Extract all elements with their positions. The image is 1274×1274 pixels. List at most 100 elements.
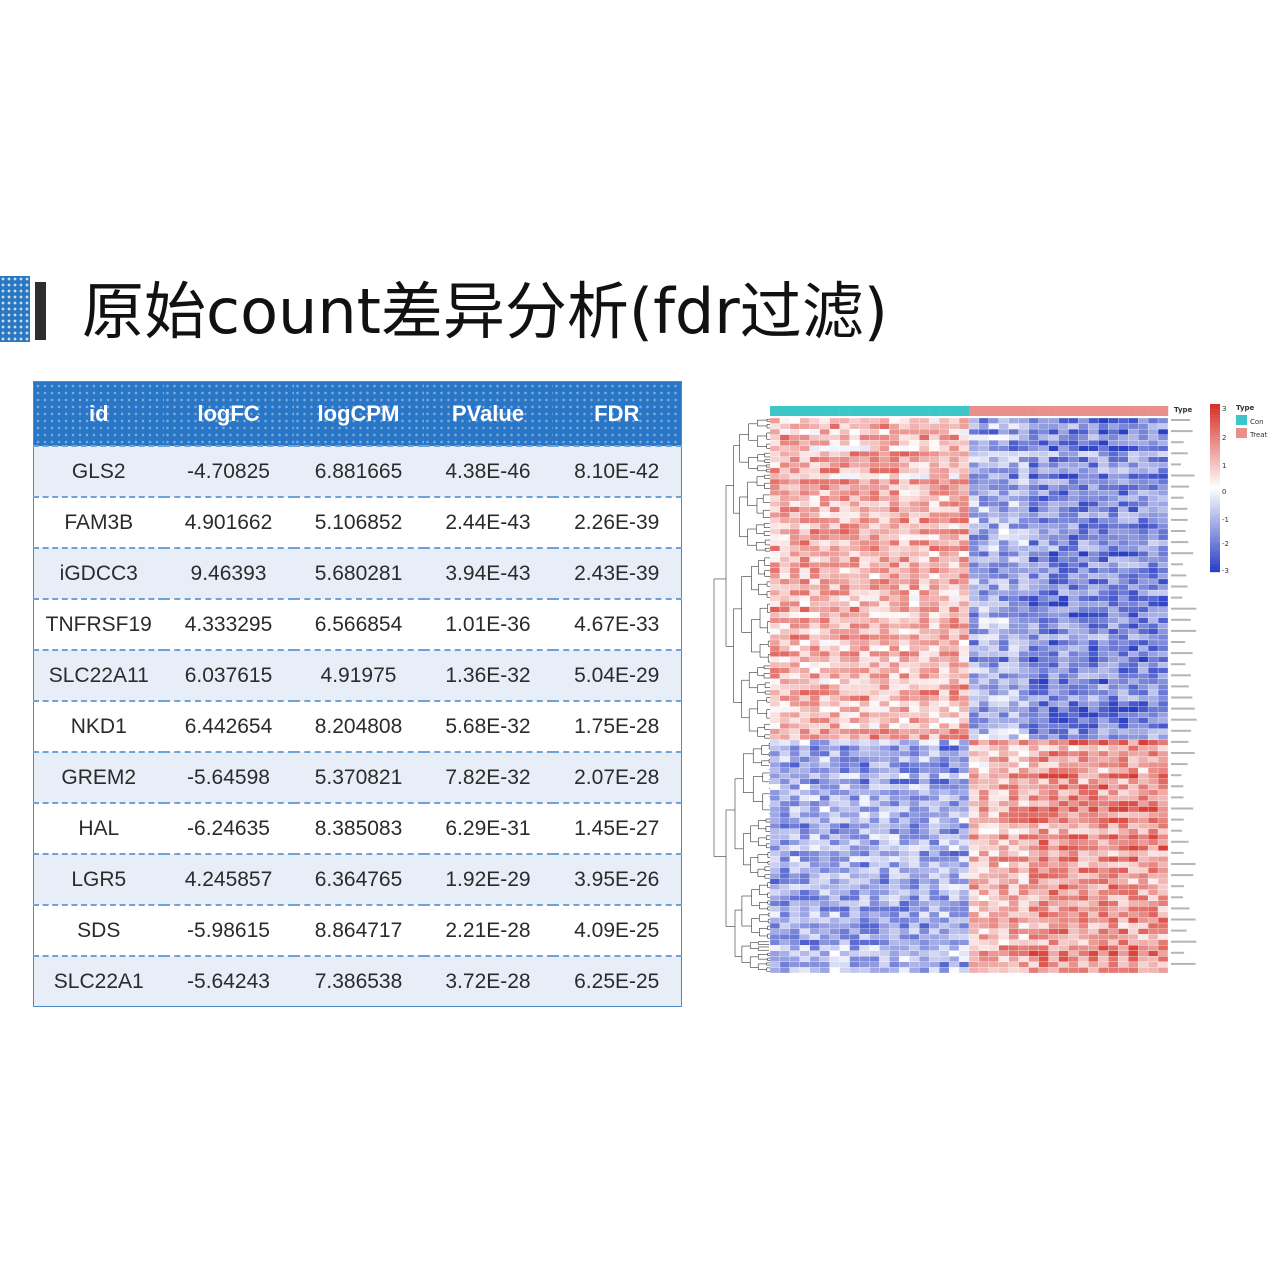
heatmap-cell: [879, 800, 890, 807]
heatmap-cell: [1008, 911, 1019, 918]
heatmap-cell: [1038, 967, 1049, 974]
heatmap-cell: [829, 773, 840, 779]
heatmap-cell: [839, 884, 850, 890]
heatmap-cell: [988, 462, 999, 469]
heatmap-cell: [1048, 750, 1059, 757]
heatmap-cell: [978, 739, 990, 746]
heatmap-cell: [889, 512, 900, 519]
heatmap-cell: [1018, 734, 1029, 741]
heatmap-cell: [779, 967, 791, 974]
heatmap-cell: [929, 878, 940, 885]
heatmap-cell: [1018, 922, 1029, 929]
heatmap-cell: [1128, 928, 1139, 935]
heatmap-cell: [829, 451, 840, 457]
heatmap-cell: [1088, 501, 1099, 507]
heatmap-cell: [829, 823, 840, 829]
heatmap-cell: [1048, 467, 1059, 474]
heatmap-cell: [1147, 728, 1159, 735]
heatmap-cell: [869, 523, 880, 530]
heatmap-cell: [929, 656, 940, 663]
heatmap-cell: [769, 861, 781, 868]
heatmap-cell: [978, 750, 990, 757]
heatmap-cell: [819, 495, 830, 502]
col-header-fdr: FDR: [552, 381, 682, 446]
heatmap-cell: [909, 845, 920, 852]
heatmap-cell: [909, 578, 920, 585]
heatmap-cell: [769, 850, 781, 857]
heatmap-cell: [769, 589, 781, 596]
cell-logfc: -6.24635: [163, 802, 294, 854]
heatmap-cell: [1147, 828, 1159, 835]
cell-pvalue: 5.68E-32: [423, 700, 553, 752]
heatmap-cell: [948, 934, 960, 940]
heatmap-cell: [1108, 695, 1119, 702]
heatmap-cell: [978, 467, 990, 474]
heatmap-cell: [1008, 523, 1019, 530]
heatmap-cell: [809, 440, 820, 446]
heatmap-cell: [958, 667, 970, 674]
heatmap-cell: [909, 723, 920, 729]
gene-label-mark: [1171, 729, 1192, 732]
heatmap-cell: [1018, 440, 1029, 446]
heatmap-cell: [769, 856, 781, 863]
heatmap-cell: [909, 911, 920, 918]
heatmap-cell: [809, 895, 820, 901]
heatmap-cell: [948, 545, 960, 552]
heatmap-cell: [958, 545, 970, 552]
heatmap-cell: [948, 773, 960, 779]
heatmap-cell: [829, 761, 840, 768]
heatmap-cell: [1018, 595, 1029, 602]
heatmap-cell: [1147, 922, 1159, 929]
heatmap-cell: [929, 895, 940, 901]
heatmap-cell: [1138, 656, 1149, 663]
heatmap-cell: [1008, 678, 1019, 685]
heatmap-cell: [829, 939, 840, 946]
heatmap-cell: [978, 667, 990, 674]
heatmap-cell: [1038, 706, 1049, 713]
heatmap-cell: [829, 872, 840, 879]
heatmap-cell: [958, 562, 970, 568]
heatmap-cell: [1038, 817, 1049, 824]
heatmap-cell: [839, 589, 850, 596]
heatmap-cell: [1128, 667, 1139, 674]
heatmap-cell: [879, 456, 890, 463]
heatmap-cell: [859, 800, 870, 807]
heatmap-cell: [1128, 490, 1139, 496]
heatmap-cell: [1018, 728, 1029, 735]
heatmap-cell: [839, 756, 850, 763]
heatmap-cell: [879, 473, 890, 480]
heatmap-cell: [1038, 539, 1049, 546]
heatmap-cell: [998, 573, 1009, 580]
heatmap-cell: [809, 734, 820, 741]
heatmap-cell: [1138, 789, 1149, 796]
heatmap-cell: [1038, 478, 1049, 485]
heatmap-cell: [1098, 667, 1109, 674]
heatmap-cell: [1048, 589, 1059, 596]
heatmap-cell: [968, 917, 980, 924]
heatmap-cell: [839, 539, 850, 546]
heatmap-cell: [879, 911, 890, 918]
heatmap-cell: [769, 473, 781, 480]
gene-label-mark: [1171, 541, 1189, 544]
heatmap-cell: [1018, 473, 1029, 480]
heatmap-cell: [1118, 917, 1129, 924]
heatmap-cell: [988, 423, 999, 430]
heatmap-cell: [809, 639, 820, 646]
heatmap-cell: [889, 872, 900, 879]
heatmap-cell: [879, 945, 890, 951]
heatmap-cell: [1088, 806, 1099, 813]
heatmap-cell: [1118, 684, 1129, 691]
heatmap-cell: [809, 495, 820, 502]
heatmap-cell: [968, 839, 980, 846]
heatmap-cell: [779, 539, 791, 546]
heatmap-cell: [1008, 484, 1019, 491]
heatmap-cell: [1048, 856, 1059, 863]
heatmap-cell: [859, 728, 870, 735]
heatmap-cell: [789, 428, 800, 435]
heatmap-cell: [1108, 473, 1119, 480]
heatmap-cell: [939, 767, 950, 774]
heatmap-cell: [1108, 867, 1119, 874]
heatmap-cell: [789, 650, 800, 657]
heatmap-cell: [1028, 445, 1039, 452]
heatmap-cell: [988, 723, 999, 729]
